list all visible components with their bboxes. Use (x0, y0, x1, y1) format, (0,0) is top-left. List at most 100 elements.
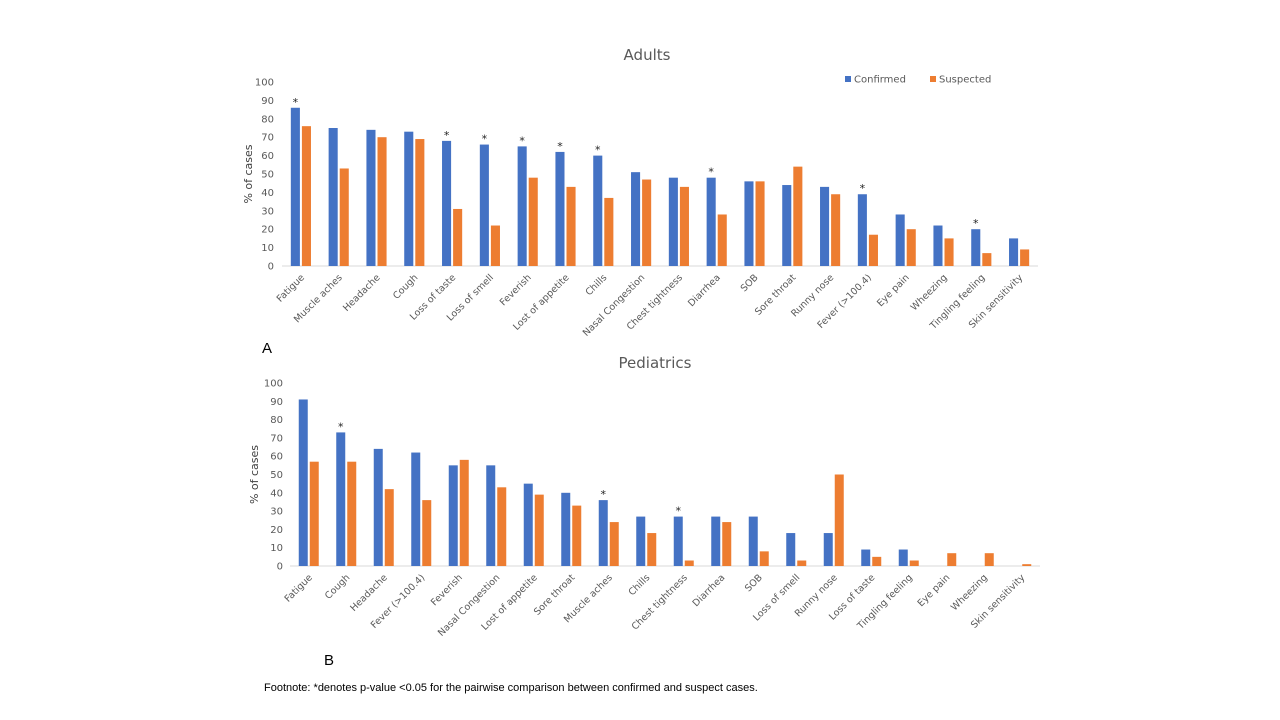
bar-confirmed (782, 185, 792, 266)
bar-confirmed (366, 129, 376, 266)
bar-suspected (309, 461, 319, 566)
bar-suspected (947, 553, 957, 566)
bar-suspected (347, 461, 357, 566)
bar-confirmed (523, 483, 533, 566)
bar-suspected (872, 556, 882, 566)
bar-suspected (906, 229, 916, 266)
bar-suspected (566, 186, 576, 266)
x-tick-label: Eye pain (875, 272, 912, 309)
y-tick-label: 80 (270, 415, 283, 426)
bar-confirmed (373, 448, 383, 566)
bar-confirmed (1009, 238, 1019, 266)
x-tick-label: Feverish (429, 572, 465, 608)
significance-marker: * (338, 420, 344, 433)
bar-confirmed (555, 151, 565, 266)
x-tick-label: Eye pain (916, 572, 953, 609)
footnote: Footnote: *denotes p-value <0.05 for the… (264, 682, 758, 694)
significance-marker: * (557, 140, 563, 153)
bar-suspected (1022, 564, 1032, 566)
y-tick-label: 70 (261, 133, 274, 144)
y-tick-label: 60 (270, 452, 283, 463)
bar-suspected (301, 126, 311, 266)
y-tick-label: 20 (261, 225, 274, 236)
bar-confirmed (711, 516, 721, 566)
bar-suspected (834, 474, 844, 566)
bar-suspected (534, 494, 544, 566)
significance-marker: * (973, 217, 979, 230)
bar-suspected (604, 197, 614, 266)
bar-confirmed (744, 181, 754, 266)
x-tick-label: Feverish (498, 272, 534, 308)
bar-suspected (984, 553, 994, 566)
bar-confirmed (786, 533, 796, 566)
significance-marker: * (601, 488, 607, 501)
x-tick-label: Chills (627, 572, 653, 598)
bar-suspected (722, 522, 732, 566)
bar-confirmed (748, 516, 758, 566)
bar-confirmed (486, 465, 496, 566)
y-tick-label: 50 (261, 170, 274, 181)
bar-confirmed (706, 177, 716, 266)
bar-confirmed (448, 465, 458, 566)
bar-confirmed (636, 516, 646, 566)
y-axis-label: % of cases (248, 445, 261, 504)
bar-suspected (384, 489, 394, 566)
significance-marker: * (444, 129, 450, 142)
significance-marker: * (676, 505, 682, 518)
y-tick-label: 40 (270, 488, 283, 499)
bar-suspected (339, 168, 349, 266)
x-tick-label: Diarrhea (691, 572, 728, 609)
bar-confirmed (479, 144, 489, 266)
x-tick-label: Cough (391, 272, 420, 301)
significance-marker: * (293, 96, 299, 109)
y-tick-label: 70 (270, 433, 283, 444)
bar-suspected (422, 500, 432, 566)
bar-confirmed (820, 186, 830, 266)
y-tick-label: 90 (261, 96, 274, 107)
x-tick-label: SOB (743, 572, 765, 594)
y-tick-label: 30 (270, 507, 283, 518)
x-tick-label: Fatigue (275, 272, 307, 304)
x-tick-label: Diarrhea (686, 272, 723, 309)
bar-suspected (497, 487, 507, 566)
bar-confirmed (328, 128, 338, 266)
y-tick-label: 10 (261, 243, 274, 254)
y-tick-label: 0 (268, 262, 274, 273)
bar-suspected (377, 137, 387, 266)
bar-confirmed (336, 432, 346, 566)
y-axis-label: % of cases (242, 144, 255, 203)
bar-confirmed (442, 140, 452, 266)
bar-suspected (528, 177, 538, 266)
bar-suspected (684, 560, 694, 566)
bar-confirmed (898, 549, 908, 566)
bar-suspected (642, 179, 652, 266)
y-tick-label: 30 (261, 206, 274, 217)
bar-confirmed (561, 492, 571, 566)
y-tick-label: 0 (277, 562, 283, 573)
bar-confirmed (857, 194, 867, 266)
bar-suspected (793, 166, 803, 266)
bar-suspected (459, 459, 469, 566)
bar-confirmed (593, 155, 603, 266)
bar-suspected (944, 238, 954, 266)
y-tick-label: 90 (270, 397, 283, 408)
significance-marker: * (708, 166, 714, 179)
significance-marker: * (595, 144, 601, 157)
bar-confirmed (598, 500, 608, 566)
bar-suspected (717, 214, 727, 266)
significance-marker: * (482, 133, 488, 146)
bar-suspected (755, 181, 765, 266)
bar-suspected (1020, 249, 1030, 266)
y-tick-label: 100 (264, 379, 283, 390)
bar-confirmed (933, 225, 943, 266)
bar-confirmed (298, 399, 308, 566)
chart-title: Adults (624, 46, 671, 64)
x-tick-label: Chills (584, 272, 610, 298)
x-tick-label: Wheezing (909, 272, 950, 313)
bar-suspected (453, 208, 463, 266)
y-tick-label: 20 (270, 525, 283, 536)
bar-suspected (415, 139, 425, 266)
legend-swatch-suspected (930, 76, 936, 82)
y-tick-label: 40 (261, 188, 274, 199)
